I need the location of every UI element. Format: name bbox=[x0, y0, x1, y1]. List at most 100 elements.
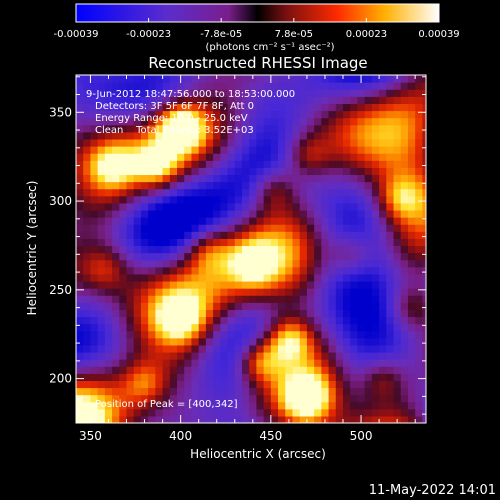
heatmap-cell bbox=[364, 302, 373, 310]
heatmap-cell bbox=[335, 217, 344, 225]
heatmap-cell bbox=[357, 153, 366, 161]
heatmap-cell bbox=[205, 231, 214, 239]
heatmap-cell bbox=[191, 138, 200, 147]
heatmap-cell bbox=[422, 373, 426, 381]
heatmap-cell bbox=[126, 295, 135, 303]
heatmap-cell bbox=[400, 146, 409, 154]
heatmap-cell bbox=[292, 82, 301, 90]
heatmap-cell bbox=[364, 238, 373, 247]
heatmap-cell bbox=[162, 188, 171, 197]
heatmap-cell bbox=[263, 124, 272, 133]
heatmap-cell bbox=[126, 401, 135, 410]
heatmap-cell bbox=[205, 309, 214, 318]
heatmap-cell bbox=[256, 75, 265, 83]
heatmap-cell bbox=[249, 131, 258, 140]
heatmap-cell bbox=[126, 124, 135, 133]
heatmap-cell bbox=[213, 387, 221, 396]
colorbar-tick-label: -7.8e-05 bbox=[200, 29, 242, 40]
heatmap-cell bbox=[415, 146, 423, 154]
heatmap-cell bbox=[112, 217, 120, 225]
heatmap-cell bbox=[155, 323, 164, 332]
heatmap-cell bbox=[227, 117, 236, 126]
heatmap-cell bbox=[256, 110, 265, 119]
heatmap-cell bbox=[407, 188, 416, 197]
heatmap-cell bbox=[234, 344, 243, 353]
heatmap-cell bbox=[335, 394, 344, 403]
heatmap-cell bbox=[328, 316, 337, 325]
heatmap-cell bbox=[191, 202, 200, 211]
heatmap-cell bbox=[364, 217, 373, 225]
heatmap-cell bbox=[371, 103, 380, 112]
heatmap-cell bbox=[104, 96, 113, 105]
heatmap-cell bbox=[184, 231, 193, 239]
heatmap-cell bbox=[112, 415, 120, 423]
heatmap-cell bbox=[234, 238, 243, 247]
heatmap-cell bbox=[249, 202, 258, 211]
heatmap-cell bbox=[343, 273, 351, 282]
heatmap-cell bbox=[198, 195, 207, 204]
heatmap-cell bbox=[278, 167, 286, 176]
heatmap-cell bbox=[249, 259, 258, 268]
heatmap-cell bbox=[198, 181, 207, 190]
heatmap-cell bbox=[256, 401, 265, 410]
heatmap-cell bbox=[184, 103, 193, 112]
heatmap-cell bbox=[162, 366, 171, 374]
heatmap-cell bbox=[90, 394, 99, 403]
heatmap-cell bbox=[299, 415, 308, 423]
heatmap-cell bbox=[292, 259, 301, 268]
heatmap-cell bbox=[285, 302, 294, 310]
heatmap-cell bbox=[133, 316, 142, 325]
heatmap-cell bbox=[314, 209, 322, 218]
heatmap-cell bbox=[213, 110, 221, 119]
heatmap-cell bbox=[379, 174, 387, 183]
heatmap-cell bbox=[148, 224, 156, 232]
heatmap-cell bbox=[393, 259, 402, 268]
heatmap-cell bbox=[162, 124, 171, 133]
heatmap-cell bbox=[162, 387, 171, 396]
heatmap-cell bbox=[234, 280, 243, 289]
heatmap-cell bbox=[90, 295, 99, 303]
heatmap-cell bbox=[386, 337, 395, 346]
heatmap-cell bbox=[227, 224, 236, 232]
heatmap-cell bbox=[328, 387, 337, 396]
heatmap-cell bbox=[364, 337, 373, 346]
heatmap-cell bbox=[357, 316, 366, 325]
heatmap-cell bbox=[104, 316, 113, 325]
heatmap-cell bbox=[321, 351, 330, 360]
heatmap-cell bbox=[155, 387, 164, 396]
heatmap-cell bbox=[371, 117, 380, 126]
heatmap-cell bbox=[379, 167, 387, 176]
heatmap-cell bbox=[270, 202, 279, 211]
heatmap-cell bbox=[191, 330, 200, 339]
heatmap-cell bbox=[83, 96, 92, 105]
heatmap-cell bbox=[249, 195, 258, 204]
heatmap-cell bbox=[350, 359, 359, 367]
heatmap-cell bbox=[278, 89, 286, 97]
heatmap-cell bbox=[343, 167, 351, 176]
heatmap-cell bbox=[234, 373, 243, 381]
heatmap-cell bbox=[184, 316, 193, 325]
heatmap-cell bbox=[140, 359, 149, 367]
heatmap-cell bbox=[227, 89, 236, 97]
heatmap-cell bbox=[278, 323, 286, 332]
heatmap-cell bbox=[169, 373, 178, 381]
heatmap-cell bbox=[148, 238, 156, 247]
heatmap-cell bbox=[177, 316, 185, 325]
heatmap-cell bbox=[379, 131, 387, 140]
heatmap-cell bbox=[155, 110, 164, 119]
heatmap-cell bbox=[155, 75, 164, 83]
heatmap-cell bbox=[104, 359, 113, 367]
heatmap-cell bbox=[126, 266, 135, 275]
heatmap-cell bbox=[205, 160, 214, 168]
heatmap-cell bbox=[177, 103, 185, 112]
heatmap-cell bbox=[205, 330, 214, 339]
heatmap-cell bbox=[241, 266, 250, 275]
heatmap-cell bbox=[119, 401, 128, 410]
heatmap-cell bbox=[83, 259, 92, 268]
heatmap-cell bbox=[249, 266, 258, 275]
heatmap-cell bbox=[422, 181, 426, 190]
heatmap-cell bbox=[148, 273, 156, 282]
y-tick-label: 250 bbox=[49, 283, 72, 297]
heatmap-cell bbox=[379, 138, 387, 147]
heatmap-cell bbox=[393, 280, 402, 289]
